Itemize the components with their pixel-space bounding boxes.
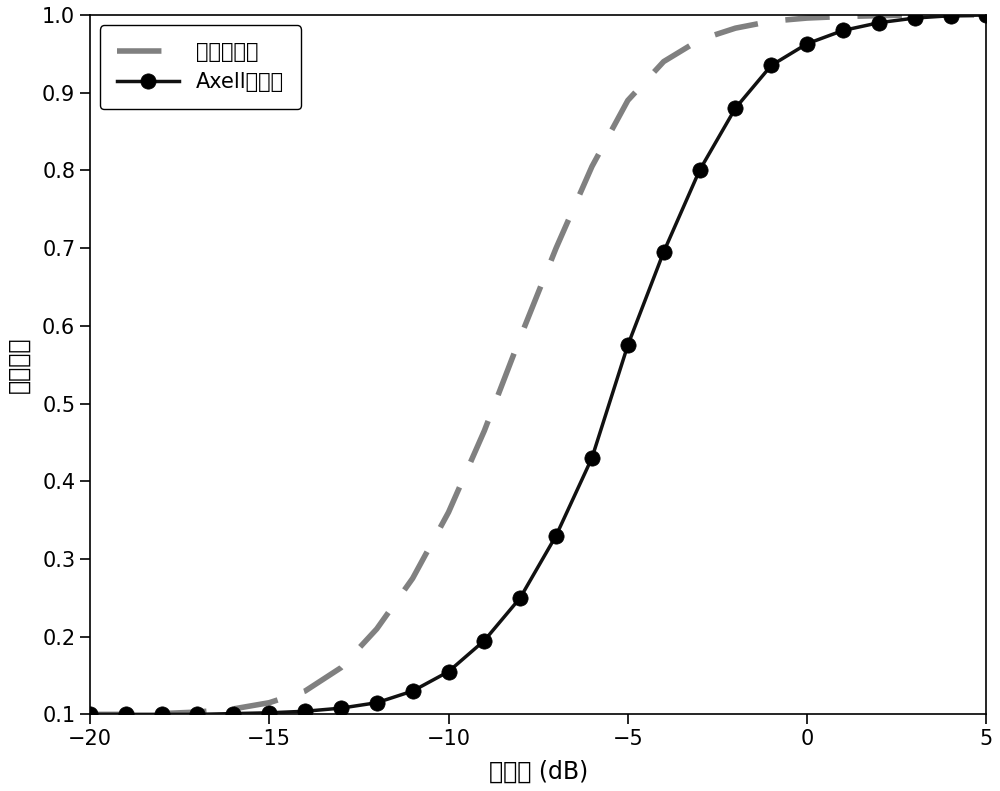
Axell的方法 <box>299 706 311 716</box>
Axell的方法 <box>191 710 203 719</box>
本发明方法 <box>227 704 239 713</box>
Axell的方法 <box>514 593 526 603</box>
本发明方法 <box>873 11 885 21</box>
本发明方法 <box>407 573 419 583</box>
本发明方法 <box>299 687 311 696</box>
Axell的方法 <box>478 636 490 645</box>
本发明方法 <box>550 244 562 253</box>
Axell的方法 <box>227 709 239 718</box>
本发明方法 <box>694 35 706 44</box>
本发明方法 <box>263 698 275 707</box>
本发明方法 <box>909 10 921 20</box>
Axell的方法 <box>156 710 168 719</box>
Axell的方法 <box>335 703 347 713</box>
Axell的方法 <box>694 165 706 175</box>
本发明方法 <box>84 710 96 719</box>
Axell的方法 <box>120 710 132 719</box>
Axell的方法 <box>407 687 419 696</box>
本发明方法 <box>980 10 992 20</box>
Line: Axell的方法: Axell的方法 <box>82 7 994 722</box>
本发明方法 <box>478 426 490 436</box>
Axell的方法 <box>263 708 275 717</box>
Axell的方法 <box>371 698 383 707</box>
本发明方法 <box>765 17 777 26</box>
X-axis label: 信噪比 (dB): 信噪比 (dB) <box>489 760 588 784</box>
Axell的方法 <box>622 340 634 350</box>
本发明方法 <box>945 10 957 20</box>
Axell的方法 <box>586 453 598 463</box>
Axell的方法 <box>729 104 741 113</box>
本发明方法 <box>335 663 347 672</box>
本发明方法 <box>371 624 383 634</box>
本发明方法 <box>658 57 670 66</box>
Axell的方法 <box>443 667 455 676</box>
Axell的方法 <box>801 39 813 48</box>
本发明方法 <box>156 709 168 718</box>
Axell的方法 <box>909 13 921 23</box>
Axell的方法 <box>765 61 777 70</box>
Axell的方法 <box>945 11 957 21</box>
本发明方法 <box>443 508 455 517</box>
Axell的方法 <box>980 10 992 20</box>
本发明方法 <box>514 333 526 343</box>
本发明方法 <box>191 707 203 717</box>
Axell的方法 <box>873 18 885 28</box>
本发明方法 <box>622 96 634 105</box>
本发明方法 <box>120 710 132 719</box>
本发明方法 <box>586 161 598 171</box>
本发明方法 <box>837 12 849 21</box>
本发明方法 <box>801 13 813 23</box>
Axell的方法 <box>550 531 562 540</box>
Axell的方法 <box>837 26 849 36</box>
Line: 本发明方法: 本发明方法 <box>90 15 986 714</box>
Legend: 本发明方法, Axell的方法: 本发明方法, Axell的方法 <box>100 25 301 109</box>
本发明方法 <box>729 24 741 33</box>
Y-axis label: 检测概率: 检测概率 <box>7 336 31 393</box>
Axell的方法 <box>658 248 670 257</box>
Axell的方法 <box>84 710 96 719</box>
